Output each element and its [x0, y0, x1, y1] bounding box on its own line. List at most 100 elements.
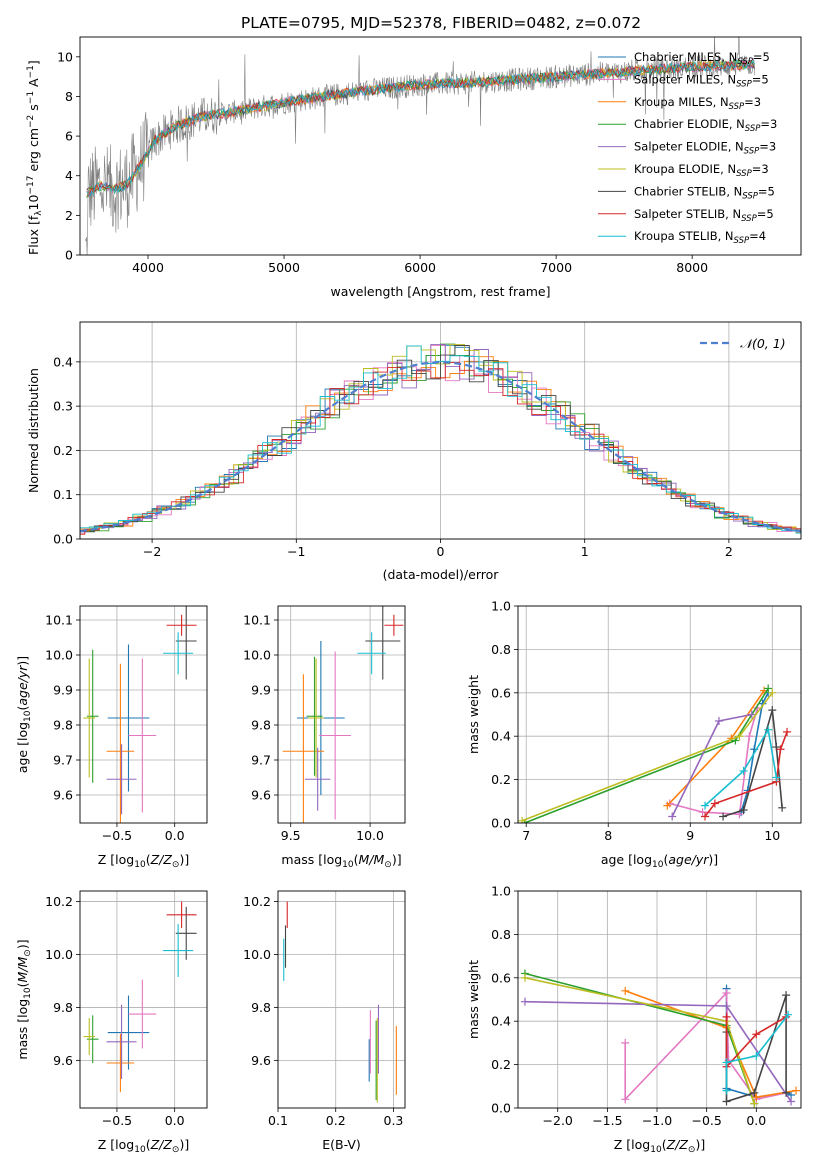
ylabel-residuals: Normed distribution: [26, 368, 41, 493]
axes-frame: [79, 36, 802, 256]
weight-line-salpeter_stelib: [725, 1016, 787, 1069]
axes-mass_vs_Z: −0.5 0.0 9.6 9.8 10.0 10.2: [45, 890, 208, 1128]
weight-marker-salpeter_stelib: [776, 745, 785, 754]
axes-mass_vs_EBV: 0.1 0.2 0.3 9.6 9.8 10.0 10.2: [243, 890, 406, 1128]
weight-line-kroupa_stelib: [725, 1014, 789, 1091]
weight-marker-kroupa_miles: [621, 986, 630, 995]
tick-label-y: 0.6: [491, 685, 511, 700]
axes-weight_vs_Z: −2.0 −1.5 −1.0 −0.5 0.0 0.0 0.2 0.4 0.6 0.8 1.0: [491, 884, 802, 1128]
weight-line-salpeter_miles: [624, 991, 787, 1102]
axes-age_vs_mass: 9.5 10.0 9.6 9.7 9.8 9.9 10.0 10.1: [243, 605, 406, 843]
weight-line-salpeter_elodie: [671, 713, 752, 817]
tick-label-x: 1: [581, 544, 589, 559]
legend-label-chabrier_stelib: Chabrier STELIB, NSSP=5: [634, 184, 775, 201]
tick-label-x: −0.5: [102, 828, 132, 843]
hist-kroupa_stelib: [80, 345, 801, 534]
weight-marker-kroupa_stelib: [722, 1086, 731, 1095]
tick-label-y: 9.6: [251, 1053, 271, 1068]
tick-label-x: −2: [143, 544, 161, 559]
tick-label-y: 9.8: [53, 718, 73, 733]
xlabel-age-Z: Z [log10(Z/Z⊙)]: [98, 852, 189, 870]
tick-label-y: 1.0: [491, 884, 511, 899]
tick-label-x: 4000: [132, 260, 164, 275]
plot-area: [83, 606, 197, 823]
plot-area: [80, 343, 801, 536]
axes-frame: [277, 605, 406, 824]
tick-label-y: 8: [65, 89, 73, 104]
xlabel-residuals: (data-model)/error: [383, 567, 500, 582]
tick-label-x: 8000: [676, 260, 708, 275]
weight-marker-salpeter_stelib: [722, 1012, 731, 1021]
axes-frame: [79, 605, 208, 824]
ylabel-mass-Z: mass [log10(M/M⊙)]: [15, 939, 33, 1059]
weight-marker-kroupa_elodie: [768, 688, 777, 697]
weight-marker-salpeter_stelib: [752, 1030, 761, 1039]
legend-label-chabrier_elodie: Chabrier ELODIE, NSSP=3: [634, 117, 777, 134]
weight-marker-chabrier_elodie: [764, 684, 773, 693]
weight-marker-kroupa_stelib: [701, 801, 710, 810]
tick-label-y: 0.3: [53, 399, 73, 414]
tick-label-y: 10.2: [45, 894, 73, 909]
ylabel-weight-Z: mass weight: [466, 960, 481, 1039]
weight-marker-chabrier_stelib: [782, 1088, 791, 1097]
tick-label-y: 4: [65, 168, 73, 183]
weight-marker-chabrier_stelib: [772, 743, 781, 752]
plot-area: [520, 969, 801, 1108]
axes-age_vs_Z: −0.5 0.0 9.6 9.7 9.8 9.9 10.0 10.1: [45, 605, 208, 843]
weight-marker-salpeter_miles: [621, 1038, 630, 1047]
weight-marker-kroupa_stelib: [784, 1010, 793, 1019]
ylabel-age-Z: age [log10(age/yr)]: [15, 656, 33, 773]
tick-label-y: 0.4: [491, 729, 511, 744]
xlabel-weight-age: age [log10(age/yr)]: [601, 852, 718, 870]
tick-label-y: 9.6: [251, 788, 271, 803]
weight-marker-kroupa_elodie: [735, 732, 744, 741]
tick-label-y: 0.4: [491, 1014, 511, 1029]
tick-label-x: −0.5: [102, 1113, 132, 1128]
weight-marker-kroupa_stelib: [752, 1051, 761, 1060]
tick-label-x: −0.5: [691, 1113, 721, 1128]
tick-label-y: 1.0: [491, 599, 511, 614]
weight-marker-kroupa_stelib: [772, 773, 781, 782]
weight-line-kroupa_stelib: [704, 727, 778, 807]
tick-label-y: 10.2: [243, 894, 271, 909]
tick-label-x: 8: [604, 828, 612, 843]
tick-label-y: 0.6: [491, 970, 511, 985]
tick-label-x: 9.5: [281, 828, 301, 843]
weight-marker-chabrier_stelib: [782, 991, 791, 1000]
weight-line-kroupa_elodie: [521, 692, 773, 822]
weight-line-chabrier_elodie: [524, 688, 769, 823]
tick-label-x: 7000: [540, 260, 572, 275]
axes-frame: [517, 890, 802, 1109]
tick-label-y: 0.8: [491, 927, 511, 942]
tick-label-x: 6000: [404, 260, 436, 275]
legend-label-kroupa_elodie: Kroupa ELODIE, NSSP=3: [634, 162, 769, 179]
tick-label-y: 2: [65, 208, 73, 223]
weight-marker-chabrier_stelib: [719, 812, 728, 821]
tick-label-y: 9.8: [251, 718, 271, 733]
weight-marker-chabrier_stelib: [722, 1097, 731, 1106]
plot-area: [83, 901, 197, 1093]
legend-label-salpeter_miles: Salpeter MILES, NSSP=5: [634, 72, 769, 89]
tick-label-y: 9.8: [251, 1000, 271, 1015]
weight-marker-kroupa_stelib: [739, 766, 748, 775]
tick-label-x: −1.5: [592, 1113, 622, 1128]
figure-title: PLATE=0795, MJD=52378, FIBERID=0482, z=0…: [241, 14, 641, 32]
tick-label-x: 7: [522, 828, 530, 843]
tick-label-y: 10.0: [45, 648, 73, 663]
tick-label-x: 0.0: [746, 1113, 766, 1128]
spectrum-model-kroupa_stelib: [86, 59, 755, 197]
tick-label-y: 0.1: [53, 487, 73, 502]
weight-marker-chabrier_stelib: [768, 706, 777, 715]
tick-label-y: 9.6: [53, 788, 73, 803]
legend-label-kroupa_miles: Kroupa MILES, NSSP=3: [634, 95, 761, 112]
weight-marker-salpeter_stelib: [710, 799, 719, 808]
weight-marker-chabrier_stelib: [778, 803, 787, 812]
tick-label-x: 0.1: [268, 1113, 288, 1128]
axes-residuals: −2 −1 0 1 2 0.0 0.1 0.2 0.3 0.4: [53, 321, 802, 559]
tick-label-y: 0.4: [53, 354, 73, 369]
weight-marker-salpeter_miles: [621, 1095, 630, 1104]
tick-label-x: −2.0: [543, 1113, 573, 1128]
weight-marker-salpeter_elodie: [520, 997, 529, 1006]
weight-marker-kroupa_stelib: [764, 725, 773, 734]
gaussian-curve: [80, 361, 801, 533]
